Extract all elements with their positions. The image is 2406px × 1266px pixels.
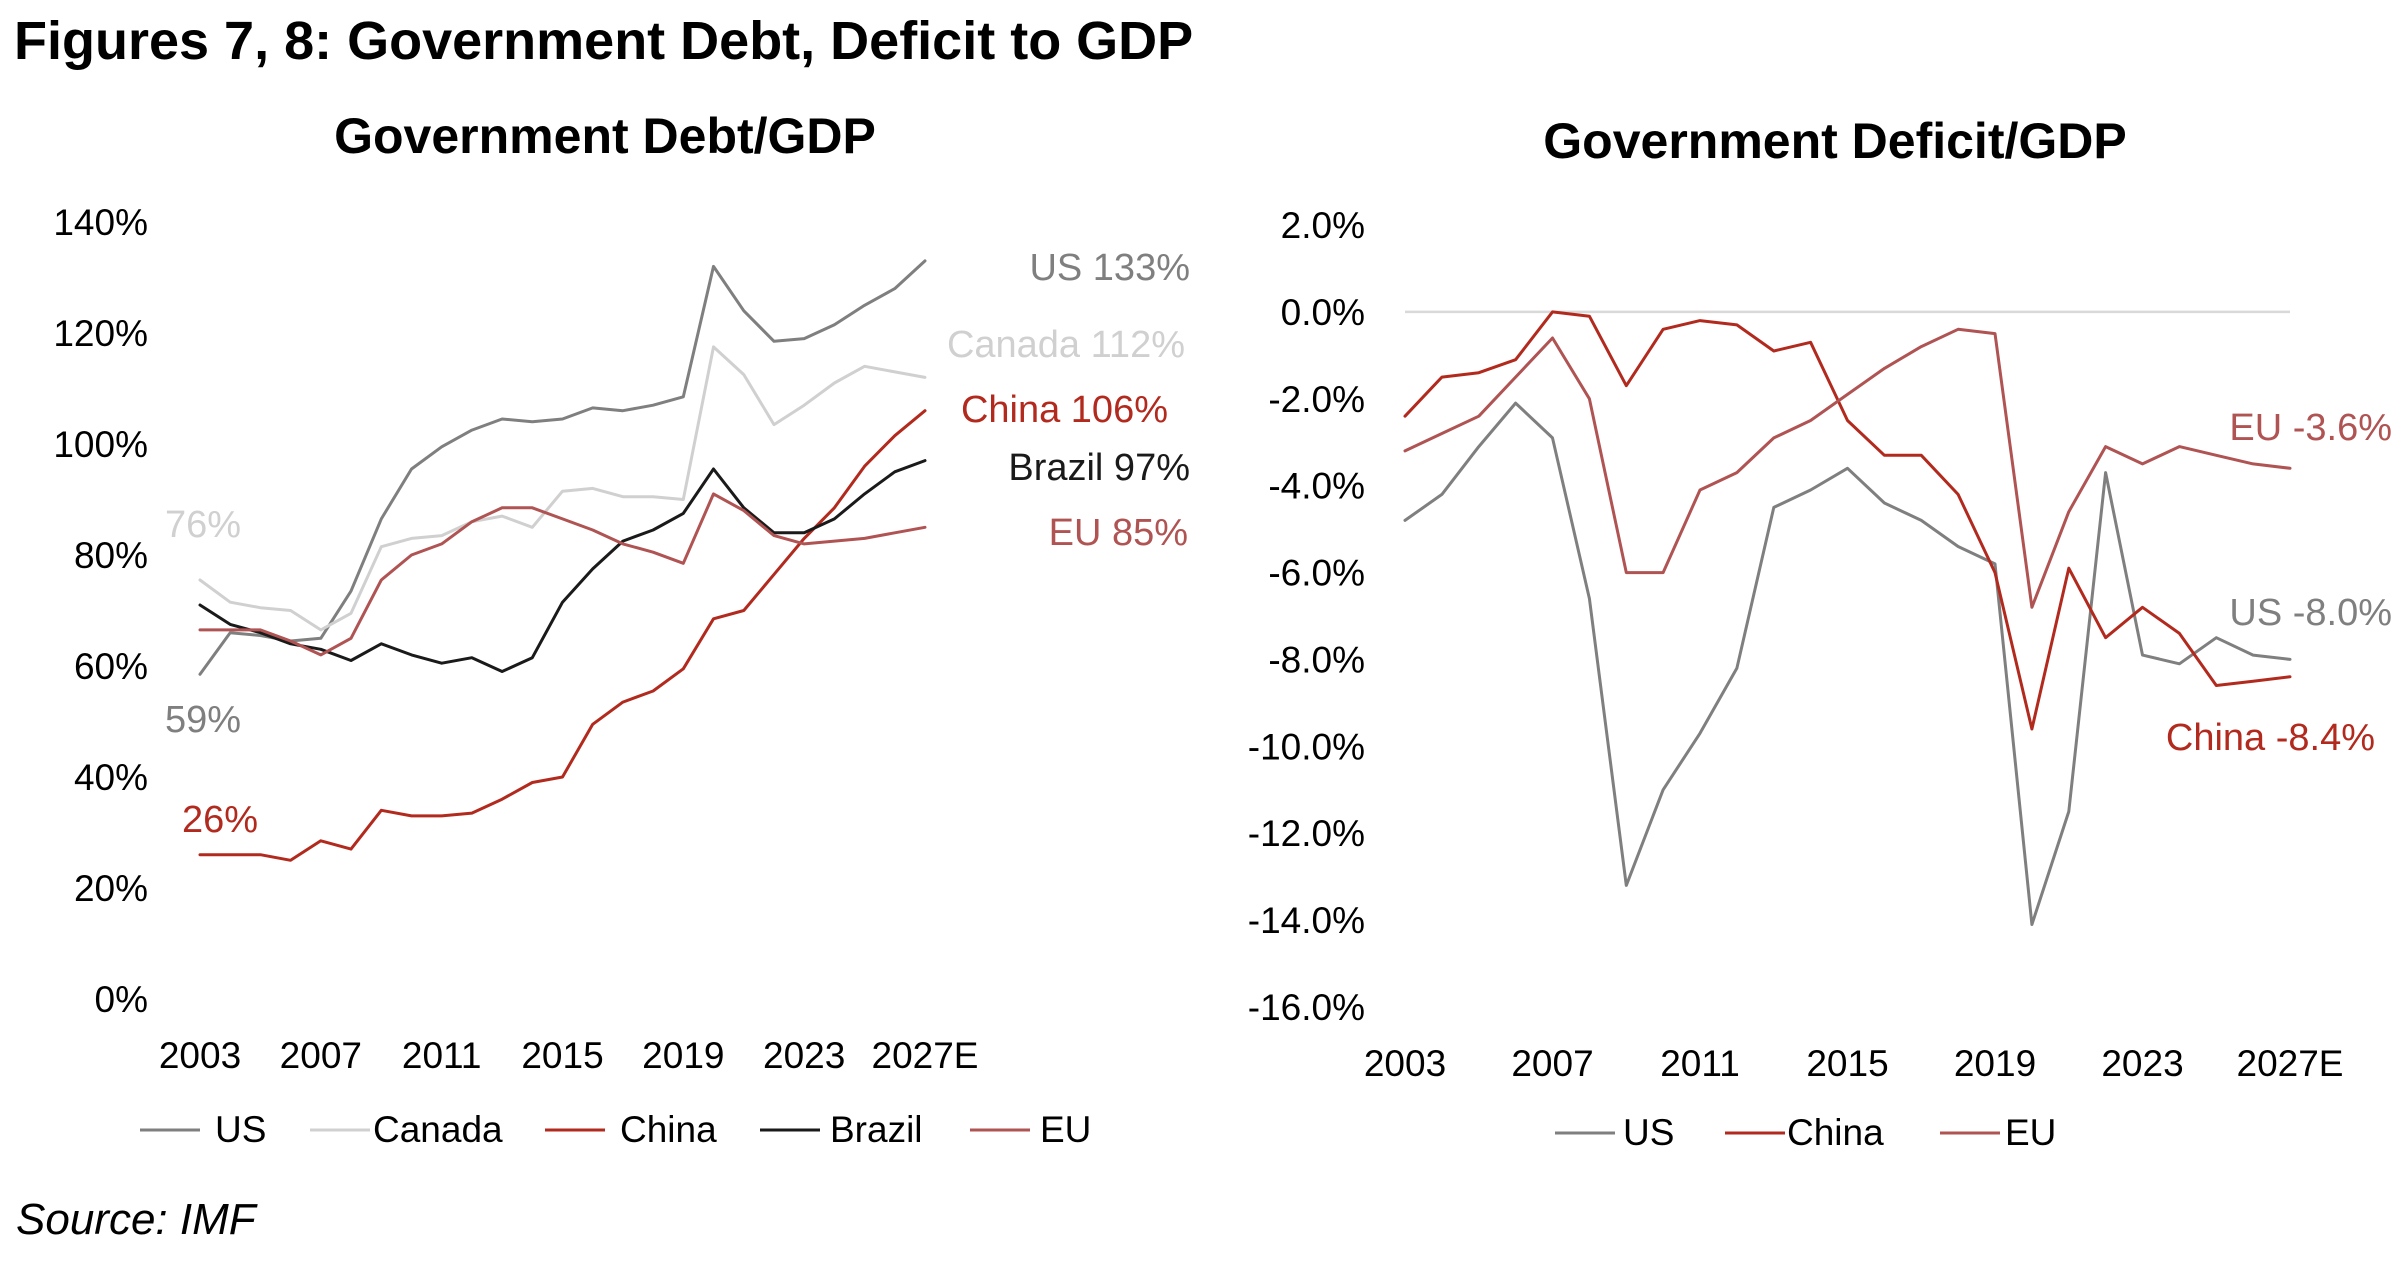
deficit-annotation-eu-3-6: EU -3.6% bbox=[2229, 407, 2392, 449]
deficit-legend-label-china: China bbox=[1787, 1112, 1884, 1153]
debt-legend-label-us: US bbox=[215, 1109, 266, 1150]
debt-annotation-us-133: US 133% bbox=[1029, 247, 1190, 289]
deficit-x-tick-label: 2007 bbox=[1511, 1043, 1593, 1084]
deficit-y-tick-label: -16.0% bbox=[1248, 987, 1365, 1028]
deficit-x-tick-label: 2023 bbox=[2101, 1043, 2183, 1084]
deficit-legend-label-eu: EU bbox=[2005, 1112, 2056, 1153]
deficit-y-tick-label: -4.0% bbox=[1268, 466, 1365, 507]
debt-y-tick-label: 80% bbox=[74, 535, 148, 576]
debt-annotation-eu-85: EU 85% bbox=[1049, 512, 1188, 554]
deficit-y-tick-label: -6.0% bbox=[1268, 553, 1365, 594]
deficit-y-tick-label: 0.0% bbox=[1281, 292, 1365, 333]
debt-series-line-canada bbox=[198, 345, 927, 632]
debt-y-tick-label: 120% bbox=[53, 313, 148, 354]
debt-annotation-76: 76% bbox=[165, 504, 241, 546]
deficit-y-tick-label: -12.0% bbox=[1248, 813, 1365, 854]
deficit-annotation-china-8-4: China -8.4% bbox=[2166, 717, 2375, 759]
debt-series-line-brazil bbox=[198, 459, 927, 673]
debt-y-tick-label: 0% bbox=[95, 979, 148, 1020]
debt-legend-label-eu: EU bbox=[1040, 1109, 1091, 1150]
deficit-annotation-us-8-0: US -8.0% bbox=[2229, 592, 2392, 634]
deficit-series-line-us bbox=[1403, 401, 2292, 926]
debt-series-line-us bbox=[198, 259, 927, 676]
debt-annotation-canada-112: Canada 112% bbox=[947, 324, 1185, 366]
debt-y-tick-label: 40% bbox=[74, 757, 148, 798]
deficit-x-tick-label: 2011 bbox=[1660, 1043, 1740, 1084]
deficit-y-tick-label: -8.0% bbox=[1268, 639, 1365, 680]
debt-y-tick-label: 100% bbox=[53, 424, 148, 465]
deficit-x-tick-label: 2019 bbox=[1954, 1043, 2036, 1084]
deficit-chart-title: Government Deficit/GDP bbox=[1543, 113, 2126, 169]
deficit-x-tick-label: 2015 bbox=[1806, 1043, 1888, 1084]
debt-legend-label-brazil: Brazil bbox=[830, 1109, 923, 1150]
debt-annotation-brazil-97: Brazil 97% bbox=[1008, 447, 1190, 489]
debt-y-tick-label: 20% bbox=[74, 868, 148, 909]
debt-x-tick-label: 2003 bbox=[159, 1035, 241, 1076]
deficit-y-tick-label: -14.0% bbox=[1248, 900, 1365, 941]
debt-series-line-china bbox=[198, 409, 927, 862]
debt-annotation-26: 26% bbox=[182, 799, 258, 841]
debt-x-tick-label: 2023 bbox=[763, 1035, 845, 1076]
deficit-x-tick-label: 2027E bbox=[2237, 1043, 2344, 1084]
debt-annotation-59: 59% bbox=[165, 699, 241, 741]
debt-x-tick-label: 2011 bbox=[402, 1035, 482, 1076]
debt-y-tick-label: 140% bbox=[53, 202, 148, 243]
deficit-y-tick-label: -10.0% bbox=[1248, 726, 1365, 767]
debt-legend-label-china: China bbox=[620, 1109, 717, 1150]
deficit-chart: Government Deficit/GDP 2.0% 0.0% -2.0% -4.0%… bbox=[1248, 113, 2392, 1153]
debt-series-line-eu bbox=[198, 492, 927, 657]
deficit-legend-label-us: US bbox=[1623, 1112, 1674, 1153]
deficit-series-line-eu bbox=[1403, 327, 2292, 609]
deficit-series-line-china bbox=[1403, 310, 2292, 731]
debt-x-tick-label: 2007 bbox=[280, 1035, 362, 1076]
debt-x-tick-label: 2027E bbox=[872, 1035, 979, 1076]
debt-legend-label-canada: Canada bbox=[373, 1109, 503, 1150]
source-note: Source: IMF bbox=[16, 1195, 256, 1244]
debt-chart-title: Government Debt/GDP bbox=[334, 108, 876, 164]
figure-title: Figures 7, 8: Government Debt, Deficit t… bbox=[14, 11, 1194, 71]
deficit-y-tick-label: 2.0% bbox=[1281, 205, 1365, 246]
deficit-x-tick-label: 2003 bbox=[1364, 1043, 1446, 1084]
debt-x-tick-label: 2015 bbox=[521, 1035, 603, 1076]
debt-y-tick-label: 60% bbox=[74, 646, 148, 687]
debt-chart: Government Debt/GDP 140% 120% 100% 80% 60% 40%… bbox=[53, 108, 1190, 1150]
deficit-y-tick-label: -2.0% bbox=[1268, 379, 1365, 420]
debt-annotation-china-106: China 106% bbox=[961, 389, 1168, 431]
debt-x-tick-label: 2019 bbox=[642, 1035, 724, 1076]
